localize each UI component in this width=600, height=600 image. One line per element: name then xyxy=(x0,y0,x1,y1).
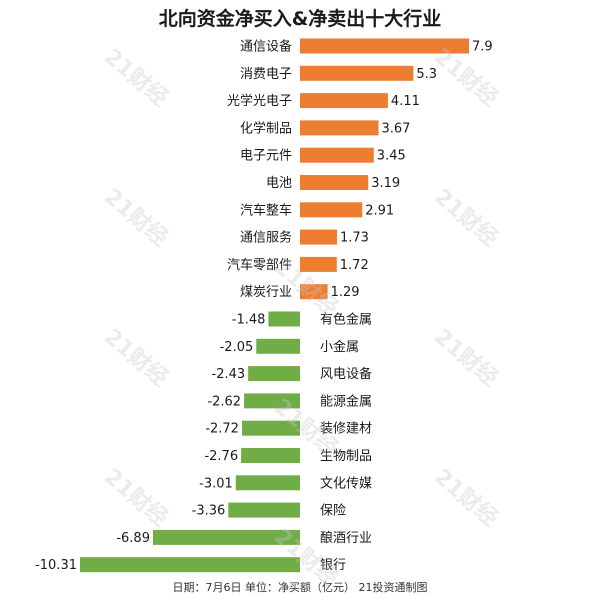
bar xyxy=(244,393,300,409)
bar xyxy=(268,311,300,327)
data-label: 3.67 xyxy=(382,121,411,136)
bar xyxy=(300,147,374,163)
category-label: 酿酒行业 xyxy=(320,530,372,546)
data-label: 2.91 xyxy=(365,203,394,218)
bar xyxy=(152,529,300,545)
bar xyxy=(300,120,379,136)
data-label: 1.29 xyxy=(331,285,360,300)
data-label: -2.43 xyxy=(212,367,246,382)
category-label: 有色金属 xyxy=(320,312,372,328)
category-label: 煤炭行业 xyxy=(240,285,292,300)
data-label: 7.9 xyxy=(472,40,493,55)
bar xyxy=(300,93,388,109)
data-label: 1.73 xyxy=(340,231,369,246)
data-label: 4.11 xyxy=(391,94,420,109)
category-label: 电子元件 xyxy=(240,149,292,164)
bar xyxy=(300,284,328,300)
category-label: 汽车零部件 xyxy=(227,257,292,273)
category-label: 小金属 xyxy=(320,339,359,355)
bar xyxy=(241,420,300,436)
data-label: 3.45 xyxy=(377,149,406,164)
bar xyxy=(248,366,300,382)
bar xyxy=(300,229,338,245)
category-label: 文化传媒 xyxy=(320,476,372,491)
data-label: -6.89 xyxy=(116,531,150,546)
category-label: 装修建材 xyxy=(320,422,372,437)
data-label: -10.31 xyxy=(35,558,77,573)
category-label: 保险 xyxy=(320,504,346,519)
data-label: 1.72 xyxy=(340,258,369,273)
data-label: -3.01 xyxy=(199,476,233,491)
bar xyxy=(300,256,337,272)
chart-footnote: 日期：7月6日 单位：净买额（亿元） 21投资通制图 xyxy=(172,581,428,594)
bar xyxy=(300,65,414,81)
data-label: -1.48 xyxy=(232,313,266,328)
data-label: 3.19 xyxy=(371,176,400,191)
category-label: 化学制品 xyxy=(240,120,292,136)
bar xyxy=(228,502,300,518)
category-label: 通信设备 xyxy=(240,39,292,55)
data-label: -3.36 xyxy=(192,504,226,519)
bar xyxy=(241,448,300,463)
category-label: 光学光电子 xyxy=(227,93,292,109)
chart-title: 北向资金净买入&净卖出十大行业 xyxy=(158,8,442,30)
category-label: 消费电子 xyxy=(240,67,292,82)
category-label: 风电设备 xyxy=(320,366,372,382)
category-label: 通信服务 xyxy=(240,230,292,246)
bar xyxy=(300,38,469,54)
data-label: 5.3 xyxy=(416,67,437,82)
bar xyxy=(235,475,300,491)
data-label: -2.72 xyxy=(205,422,239,437)
data-label: -2.05 xyxy=(220,340,254,355)
data-label: -2.76 xyxy=(204,449,238,464)
data-label: -2.62 xyxy=(207,394,241,409)
bar xyxy=(300,202,363,218)
bar xyxy=(300,175,369,190)
category-label: 银行 xyxy=(320,558,346,573)
category-label: 汽车整车 xyxy=(240,202,292,218)
category-label: 能源金属 xyxy=(320,393,372,409)
category-label: 生物制品 xyxy=(320,449,372,464)
bar xyxy=(80,557,300,573)
bar xyxy=(256,338,300,354)
category-label: 电池 xyxy=(266,176,292,191)
